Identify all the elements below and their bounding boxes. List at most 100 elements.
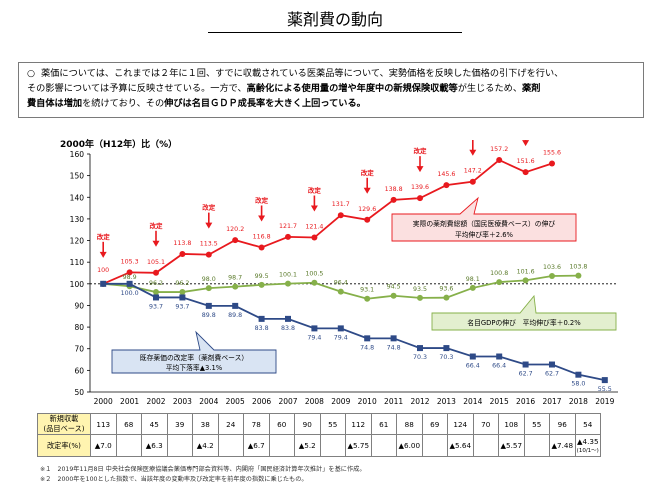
series-point [311,279,318,286]
revision-arrow-head [258,215,266,222]
series-point [364,216,371,223]
series-line-0 [102,159,553,285]
summary-text-2b: 高齢化による使用量の増や年度中の新規保険収載等 [246,83,458,94]
table-cell-revision-rate: ▲5.64 [447,434,474,457]
series-point [285,315,291,322]
data-label: 89.8 [228,312,242,319]
row-header-line: 新規収載 [49,414,79,423]
data-label: 121.7 [279,223,297,230]
y-tick-label: 140 [70,193,85,202]
table-cell-new-listings: 88 [396,413,423,435]
data-label: 96.2 [149,280,163,287]
page-title: 薬剤費の動向 [286,10,383,29]
series-point [232,283,239,290]
data-label: 113.8 [173,240,191,247]
data-label: 66.4 [492,363,506,370]
data-label: 100.0 [121,290,139,297]
x-tick-label: 2008 [305,397,324,406]
data-label: 98.1 [466,276,480,283]
y-tick-label: 120 [70,237,85,246]
series-point [126,269,133,276]
data-label: 145.6 [437,171,455,178]
data-label: 103.8 [569,264,587,271]
callout-gdp-box [431,294,617,331]
table-cell-line: (10/1～) [576,448,599,454]
revision-arrow-head [363,187,371,194]
data-label: 155.6 [543,150,561,157]
summary-line-1: ○ 薬価については、これまでは２年に１回、すでに収載されている医薬品等について、実… [27,66,635,81]
table-cell-line: ▲4.35 [576,437,599,446]
series-point [337,288,344,295]
data-label: 100.5 [305,271,323,278]
x-tick-label: 2006 [252,397,271,406]
series-point [153,269,159,276]
series-point [469,178,476,185]
table-cell-revision-rate [421,434,448,457]
table-cell-line: ▲6.00 [398,441,421,450]
data-label: 66.4 [466,363,480,370]
series-point [575,371,582,378]
data-label: 93.1 [360,287,374,294]
series-point [522,361,529,368]
series-point [364,335,371,342]
series-point [100,280,107,287]
y-tick-label: 130 [70,215,85,224]
data-label: 96.2 [175,280,189,287]
series-point [179,289,186,296]
revision-label: 改定 [414,146,428,155]
table-cell-new-listings: 24 [217,413,244,435]
row-header-new-listings: 新規収載 (品目ベース) [37,413,91,435]
revision-arrow-head [522,140,530,147]
data-label: 62.7 [545,371,559,378]
series-point [232,302,239,309]
series-point [601,377,608,384]
x-tick-label: 2017 [542,397,561,406]
data-label: 129.6 [358,206,376,213]
data-label: 98.7 [228,275,242,282]
series-point [153,294,159,301]
revision-arrow-head [205,222,213,229]
callout-gdp-line1: 名目GDPの伸び 平均伸び率＋0.2% [467,318,581,327]
summary-line-3: 費自体は増加を続けており、その伸びは名目ＧＤＰ成長率を大きく上回っている。 [27,96,635,111]
table-cell-revision-rate: ▲5.75 [345,434,372,457]
revision-label: 改定 [97,232,111,241]
series-point [443,294,450,301]
table-cell-new-listings: 78 [243,413,270,435]
data-label: 83.8 [255,325,269,332]
data-label: 89.8 [202,312,216,319]
series-point [258,281,265,288]
series-point [258,244,265,251]
series-point [258,315,265,322]
revision-label: 改定 [361,168,375,177]
table-cell-line: ▲5.75 [347,441,370,450]
series-point [417,294,423,301]
summary-text-3a: 費自体は増加 [27,98,83,109]
x-tick-label: 2003 [173,397,192,406]
table-cell-revision-rate [370,434,397,457]
table-cell-revision-rate [115,434,142,457]
table-cell-revision-rate: ▲6.3 [141,434,168,457]
series-point [285,280,291,287]
data-label: 103.6 [543,264,561,271]
x-tick-label: 2015 [490,397,509,406]
table-cell-revision-rate [217,434,244,457]
summary-text-3b: を続けており、その [82,98,165,109]
data-label: 74.8 [387,344,401,351]
data-label: 120.2 [226,226,244,233]
y-tick-label: 160 [70,150,85,159]
series-point [205,285,212,292]
table-cell-revision-rate: ▲7.48 [549,434,576,457]
data-label: 99.5 [255,273,269,280]
table-cell-new-listings: 113 [90,413,117,435]
series-line-2 [103,282,605,381]
series-point [205,302,212,309]
series-point [549,160,555,167]
footnote-1: ※１ 2019年11月8日 中央社会保険医療協議会薬価専門部会資料等、内閣府「国… [40,466,366,473]
data-label: 98.0 [202,276,216,283]
series-point [390,335,397,342]
y-axis-caption: 2000年（H12年）比（%） [60,140,178,150]
table-cell-new-listings: 112 [345,413,372,435]
table-cell-new-listings: 55 [319,413,346,435]
table-cell-line: ▲4.2 [196,441,214,450]
data-label: 138.8 [385,186,403,193]
